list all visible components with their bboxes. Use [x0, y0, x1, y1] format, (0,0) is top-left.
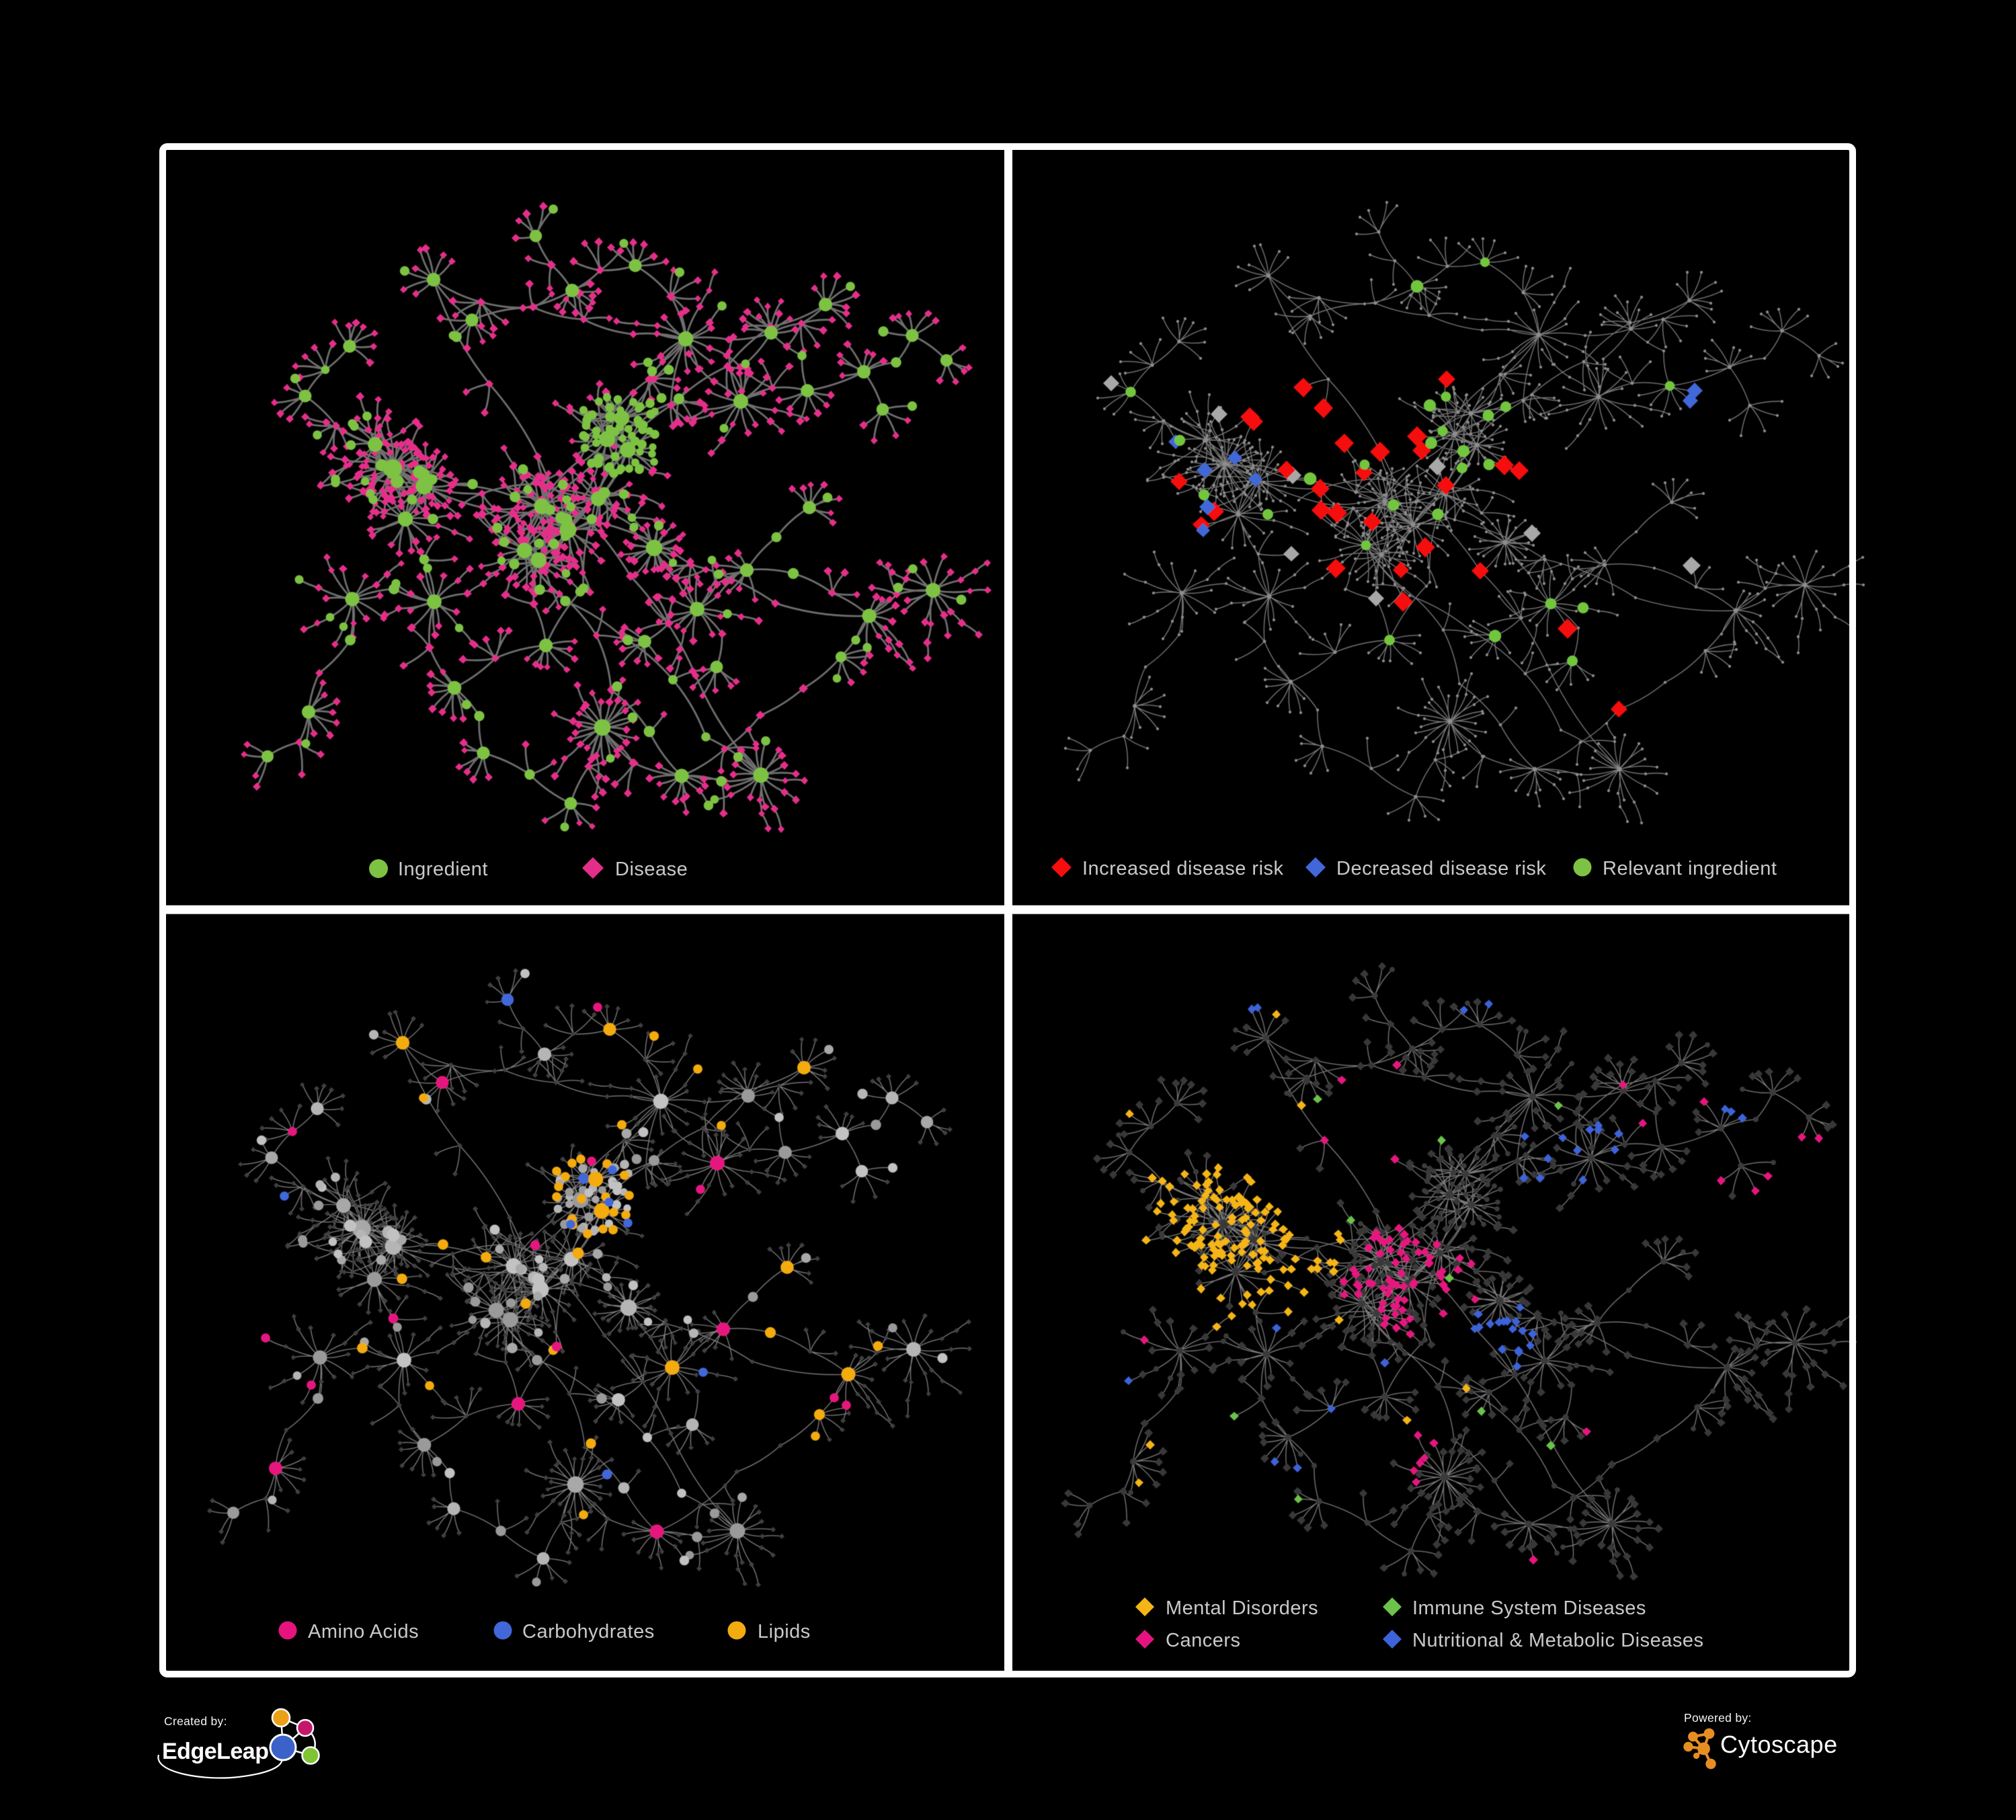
svg-text:EdgeLeap: EdgeLeap — [162, 1739, 268, 1764]
svg-text:Amino Acids: Amino Acids — [308, 1621, 419, 1643]
svg-text:Lipids: Lipids — [758, 1621, 811, 1643]
svg-text:Relevant ingredient: Relevant ingredient — [1603, 858, 1777, 879]
svg-text:Nutritional & Metabolic Diseas: Nutritional & Metabolic Diseases — [1412, 1630, 1703, 1651]
svg-text:Carbohydrates: Carbohydrates — [522, 1621, 655, 1643]
svg-text:Cytoscape: Cytoscape — [1720, 1731, 1838, 1758]
svg-text:Increased disease risk: Increased disease risk — [1082, 858, 1284, 879]
svg-text:Disease: Disease — [615, 859, 688, 880]
svg-text:Mental Disorders: Mental Disorders — [1166, 1597, 1318, 1619]
svg-text:Created by:: Created by: — [164, 1714, 227, 1728]
svg-text:Immune System Diseases: Immune System Diseases — [1412, 1597, 1646, 1619]
svg-text:Decreased disease risk: Decreased disease risk — [1336, 858, 1546, 879]
svg-text:Ingredient: Ingredient — [398, 859, 488, 880]
svg-text:Cancers: Cancers — [1166, 1630, 1241, 1651]
svg-text:Powered by:: Powered by: — [1684, 1711, 1752, 1725]
